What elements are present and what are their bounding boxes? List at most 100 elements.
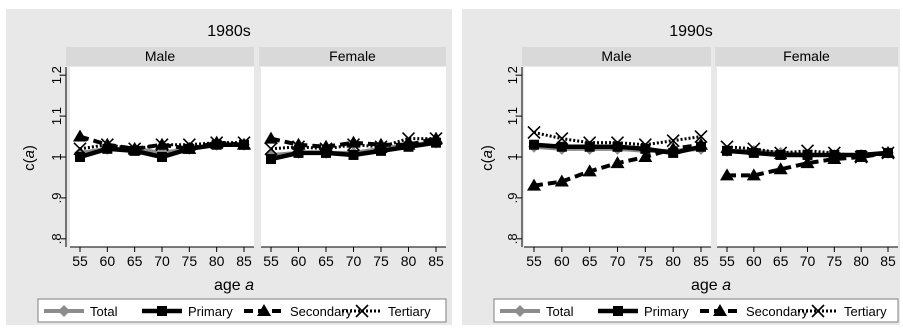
data-point	[319, 139, 333, 152]
x-tick-label: 75	[827, 253, 843, 269]
panel-strip-label: Female	[783, 48, 830, 64]
x-axis-label: age a	[691, 277, 731, 294]
y-tick-label: 1	[49, 153, 64, 160]
data-point	[73, 129, 87, 142]
legend-marker	[157, 306, 167, 316]
legend-marker	[811, 304, 825, 318]
data-point	[773, 162, 788, 175]
x-tick-label: 75	[638, 253, 654, 269]
data-point	[182, 138, 196, 152]
data-point	[157, 152, 167, 162]
data-point	[640, 143, 651, 154]
legend-item-secondary: Secondary	[244, 304, 353, 319]
legend-label: Total	[546, 304, 574, 319]
x-tick-label: 65	[582, 253, 598, 269]
legend-box	[37, 298, 447, 323]
data-point	[264, 131, 278, 144]
data-point	[155, 138, 169, 152]
panel-female: Female 55 60 65 70 75 80 85	[715, 47, 898, 269]
panel-strip	[66, 47, 254, 66]
x-tick-label: 75	[373, 253, 389, 269]
data-point	[401, 137, 416, 150]
x-tick-label: 80	[665, 253, 681, 269]
x-tick-label: 85	[880, 253, 896, 269]
series-tertiary	[264, 132, 443, 156]
panel-male: Male 55 60 65 70 75 80 85 .8 .9 1 1.1 1.2	[49, 47, 254, 269]
data-point	[583, 136, 597, 150]
data-point	[774, 146, 788, 160]
x-tick-label: 55	[263, 253, 279, 269]
data-point	[75, 152, 85, 162]
data-point	[527, 178, 541, 191]
figure-1980s: 1980s c(a) age a Total Primary Secondary Te…	[6, 9, 452, 325]
data-point	[694, 129, 708, 144]
x-tick-label: 70	[346, 253, 362, 269]
x-tick-label: 65	[127, 253, 143, 269]
y-tick-label: 1.1	[49, 107, 64, 125]
x-tick-label: 70	[610, 253, 626, 269]
data-point	[346, 135, 361, 148]
series-tertiary	[720, 140, 895, 164]
panel-strip-label: Female	[329, 48, 376, 64]
y-tick-label: .8	[49, 233, 64, 244]
legend-marker	[58, 305, 70, 317]
x-tick-label: 75	[182, 253, 198, 269]
x-tick-label: 60	[554, 253, 570, 269]
data-point	[346, 138, 361, 152]
data-point	[73, 142, 87, 156]
legend: Total Primary Secondary Tertiary	[500, 304, 887, 319]
legend-label: Primary	[644, 304, 689, 319]
panel-strip	[259, 47, 446, 66]
x-tick-label: 70	[154, 253, 170, 269]
x-tick-label: 60	[100, 253, 116, 269]
series-tertiary	[527, 125, 708, 152]
y-tick-label: 1	[505, 153, 520, 160]
data-point	[610, 156, 625, 169]
x-tick-label: 55	[72, 253, 88, 269]
panel-male: Male 55 60 65 70 75 80 85 .8 .9 1 1.1 1.2	[505, 47, 711, 269]
x-tick-label: 60	[746, 253, 762, 269]
data-point	[612, 141, 623, 152]
legend-box	[493, 298, 899, 323]
legend-item-tertiary: Tertiary	[798, 304, 887, 319]
legend-item-secondary: Secondary	[700, 304, 809, 319]
data-point	[348, 149, 359, 160]
data-point	[210, 136, 224, 150]
figure-title: 1980s	[207, 23, 251, 40]
x-tick-label: 80	[209, 253, 225, 269]
data-point	[374, 140, 388, 154]
data-point	[401, 132, 416, 146]
data-point	[720, 140, 734, 154]
legend-item-primary: Primary	[598, 304, 689, 319]
legend-marker	[713, 304, 727, 316]
series-tertiary	[73, 136, 251, 156]
figure-1990s: 1990s c(a) age a Total Primary Secondary Te…	[462, 9, 900, 325]
x-tick-label: 85	[428, 253, 444, 269]
x-tick-label: 60	[291, 253, 307, 269]
x-tick-label: 65	[773, 253, 789, 269]
x-tick-label: 55	[526, 253, 542, 269]
data-point	[720, 168, 734, 181]
data-point	[746, 168, 761, 181]
data-point	[182, 141, 197, 154]
legend-marker	[355, 304, 369, 318]
data-point	[610, 136, 625, 150]
x-tick-label: 55	[719, 253, 735, 269]
y-axis-label: c(a)	[479, 145, 496, 171]
data-point	[666, 141, 681, 154]
figure-title: 1990s	[669, 23, 713, 40]
data-point	[747, 142, 761, 156]
data-point	[775, 149, 786, 160]
y-tick-label: .8	[505, 233, 520, 244]
data-point	[237, 136, 251, 150]
data-point	[319, 142, 333, 156]
data-point	[582, 164, 597, 177]
data-point	[827, 146, 841, 160]
legend-item-total: Total	[500, 304, 574, 319]
panel-strip	[522, 47, 711, 66]
data-point	[554, 174, 569, 187]
panel-female: Female 55 60 65 70 75 80 85	[259, 47, 446, 269]
legend-item-total: Total	[44, 304, 118, 319]
data-point	[529, 139, 539, 150]
x-tick-label: 65	[318, 253, 334, 269]
